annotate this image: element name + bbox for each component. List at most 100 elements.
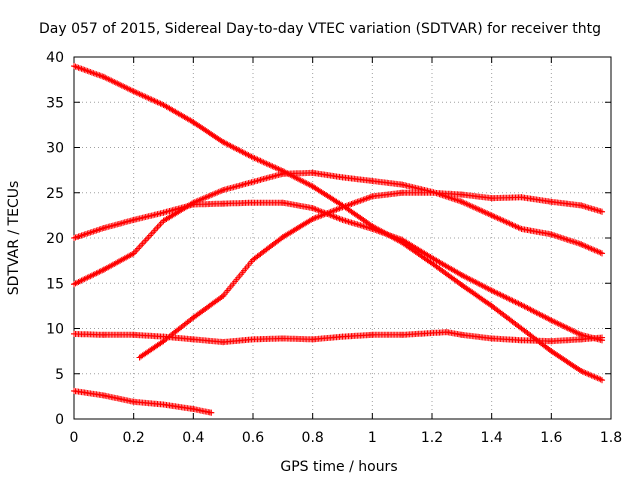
data-point <box>208 409 215 416</box>
data-point <box>160 401 167 408</box>
data-point <box>160 333 167 340</box>
data-point <box>548 348 555 355</box>
data-point <box>100 73 107 80</box>
data-point <box>458 282 465 289</box>
y-tick-label: 35 <box>46 95 64 111</box>
data-point <box>399 181 406 188</box>
series-layer <box>71 63 606 416</box>
data-point <box>309 183 316 190</box>
data-point <box>488 195 495 202</box>
data-point <box>160 209 167 216</box>
data-point <box>190 119 197 126</box>
data-point <box>458 331 465 338</box>
series-trace-2 <box>71 199 606 344</box>
data-point <box>190 314 197 321</box>
data-point <box>160 101 167 108</box>
data-point <box>220 339 227 346</box>
x-tick-label: 1.2 <box>421 430 443 446</box>
x-tick-label: 0.8 <box>302 430 324 446</box>
data-point <box>339 216 346 223</box>
data-point <box>250 178 256 185</box>
x-tick-label: 1.4 <box>481 430 503 446</box>
data-point <box>443 329 450 336</box>
series-trace-4 <box>136 189 606 361</box>
y-tick-labels: 0 5 10 15 20 25 30 35 40 <box>46 50 64 428</box>
y-axis-label: SDTVAR / TECUs <box>6 181 22 296</box>
data-point <box>309 336 316 343</box>
data-point <box>429 260 435 267</box>
data-point <box>548 338 555 345</box>
series-trace-3 <box>71 169 606 288</box>
data-point <box>250 336 256 343</box>
data-point <box>220 187 227 194</box>
data-point <box>518 194 525 201</box>
data-point <box>71 387 77 394</box>
data-point <box>518 325 525 332</box>
y-tick-label: 30 <box>46 141 64 157</box>
data-point <box>369 331 376 338</box>
data-point <box>429 189 435 196</box>
data-point <box>578 241 585 248</box>
data-point <box>429 330 435 337</box>
data-point <box>100 331 107 338</box>
data-point <box>429 254 435 261</box>
x-tick-label: 0 <box>70 430 79 446</box>
grid <box>73 56 612 420</box>
data-point <box>548 231 555 238</box>
data-point <box>369 193 376 200</box>
data-point <box>100 392 107 399</box>
data-point <box>279 335 286 342</box>
data-point <box>130 88 137 95</box>
data-point <box>100 225 107 232</box>
data-point <box>130 216 137 223</box>
data-point <box>369 177 376 184</box>
data-markers <box>71 199 605 344</box>
data-markers <box>71 169 605 288</box>
x-tick-label: 1 <box>368 430 377 446</box>
data-point <box>190 199 197 206</box>
x-tick-labels: 0 0.2 0.4 0.6 0.8 1 1.2 1.4 1.6 1.8 <box>70 430 623 446</box>
y-tick-label: 0 <box>55 412 64 428</box>
data-point <box>250 256 256 263</box>
data-point <box>220 292 227 299</box>
data-point <box>160 217 167 224</box>
data-point <box>190 406 197 413</box>
data-point <box>250 199 256 206</box>
data-point <box>488 335 495 342</box>
data-point <box>518 337 525 344</box>
data-point <box>518 225 525 232</box>
data-point <box>339 204 346 211</box>
data-point <box>100 266 107 273</box>
x-tick-label: 0.2 <box>123 430 145 446</box>
data-point <box>190 336 197 343</box>
data-point <box>578 368 585 375</box>
data-point <box>279 199 286 206</box>
data-point <box>309 169 316 176</box>
data-point <box>339 174 346 181</box>
y-tick-label: 5 <box>55 367 64 383</box>
y-tick-label: 40 <box>46 50 64 66</box>
x-tick-label: 0.6 <box>242 430 264 446</box>
data-point <box>309 205 316 212</box>
data-point <box>488 302 495 309</box>
data-point <box>578 336 585 343</box>
x-tick-label: 1.8 <box>600 430 622 446</box>
data-point <box>279 234 286 241</box>
series-trace-6 <box>71 387 215 416</box>
data-point <box>130 398 137 405</box>
data-point <box>488 287 495 294</box>
data-point <box>548 198 555 205</box>
data-point <box>130 331 137 338</box>
data-point <box>458 272 465 279</box>
data-point <box>518 301 525 308</box>
data-point <box>71 330 77 337</box>
data-point <box>488 212 495 219</box>
data-point <box>578 202 585 209</box>
data-point <box>458 198 465 205</box>
data-point <box>599 334 606 341</box>
data-point <box>250 154 256 161</box>
chart-title: Day 057 of 2015, Sidereal Day-to-day VTE… <box>39 21 601 37</box>
data-point <box>309 215 316 222</box>
data-point <box>399 331 406 338</box>
